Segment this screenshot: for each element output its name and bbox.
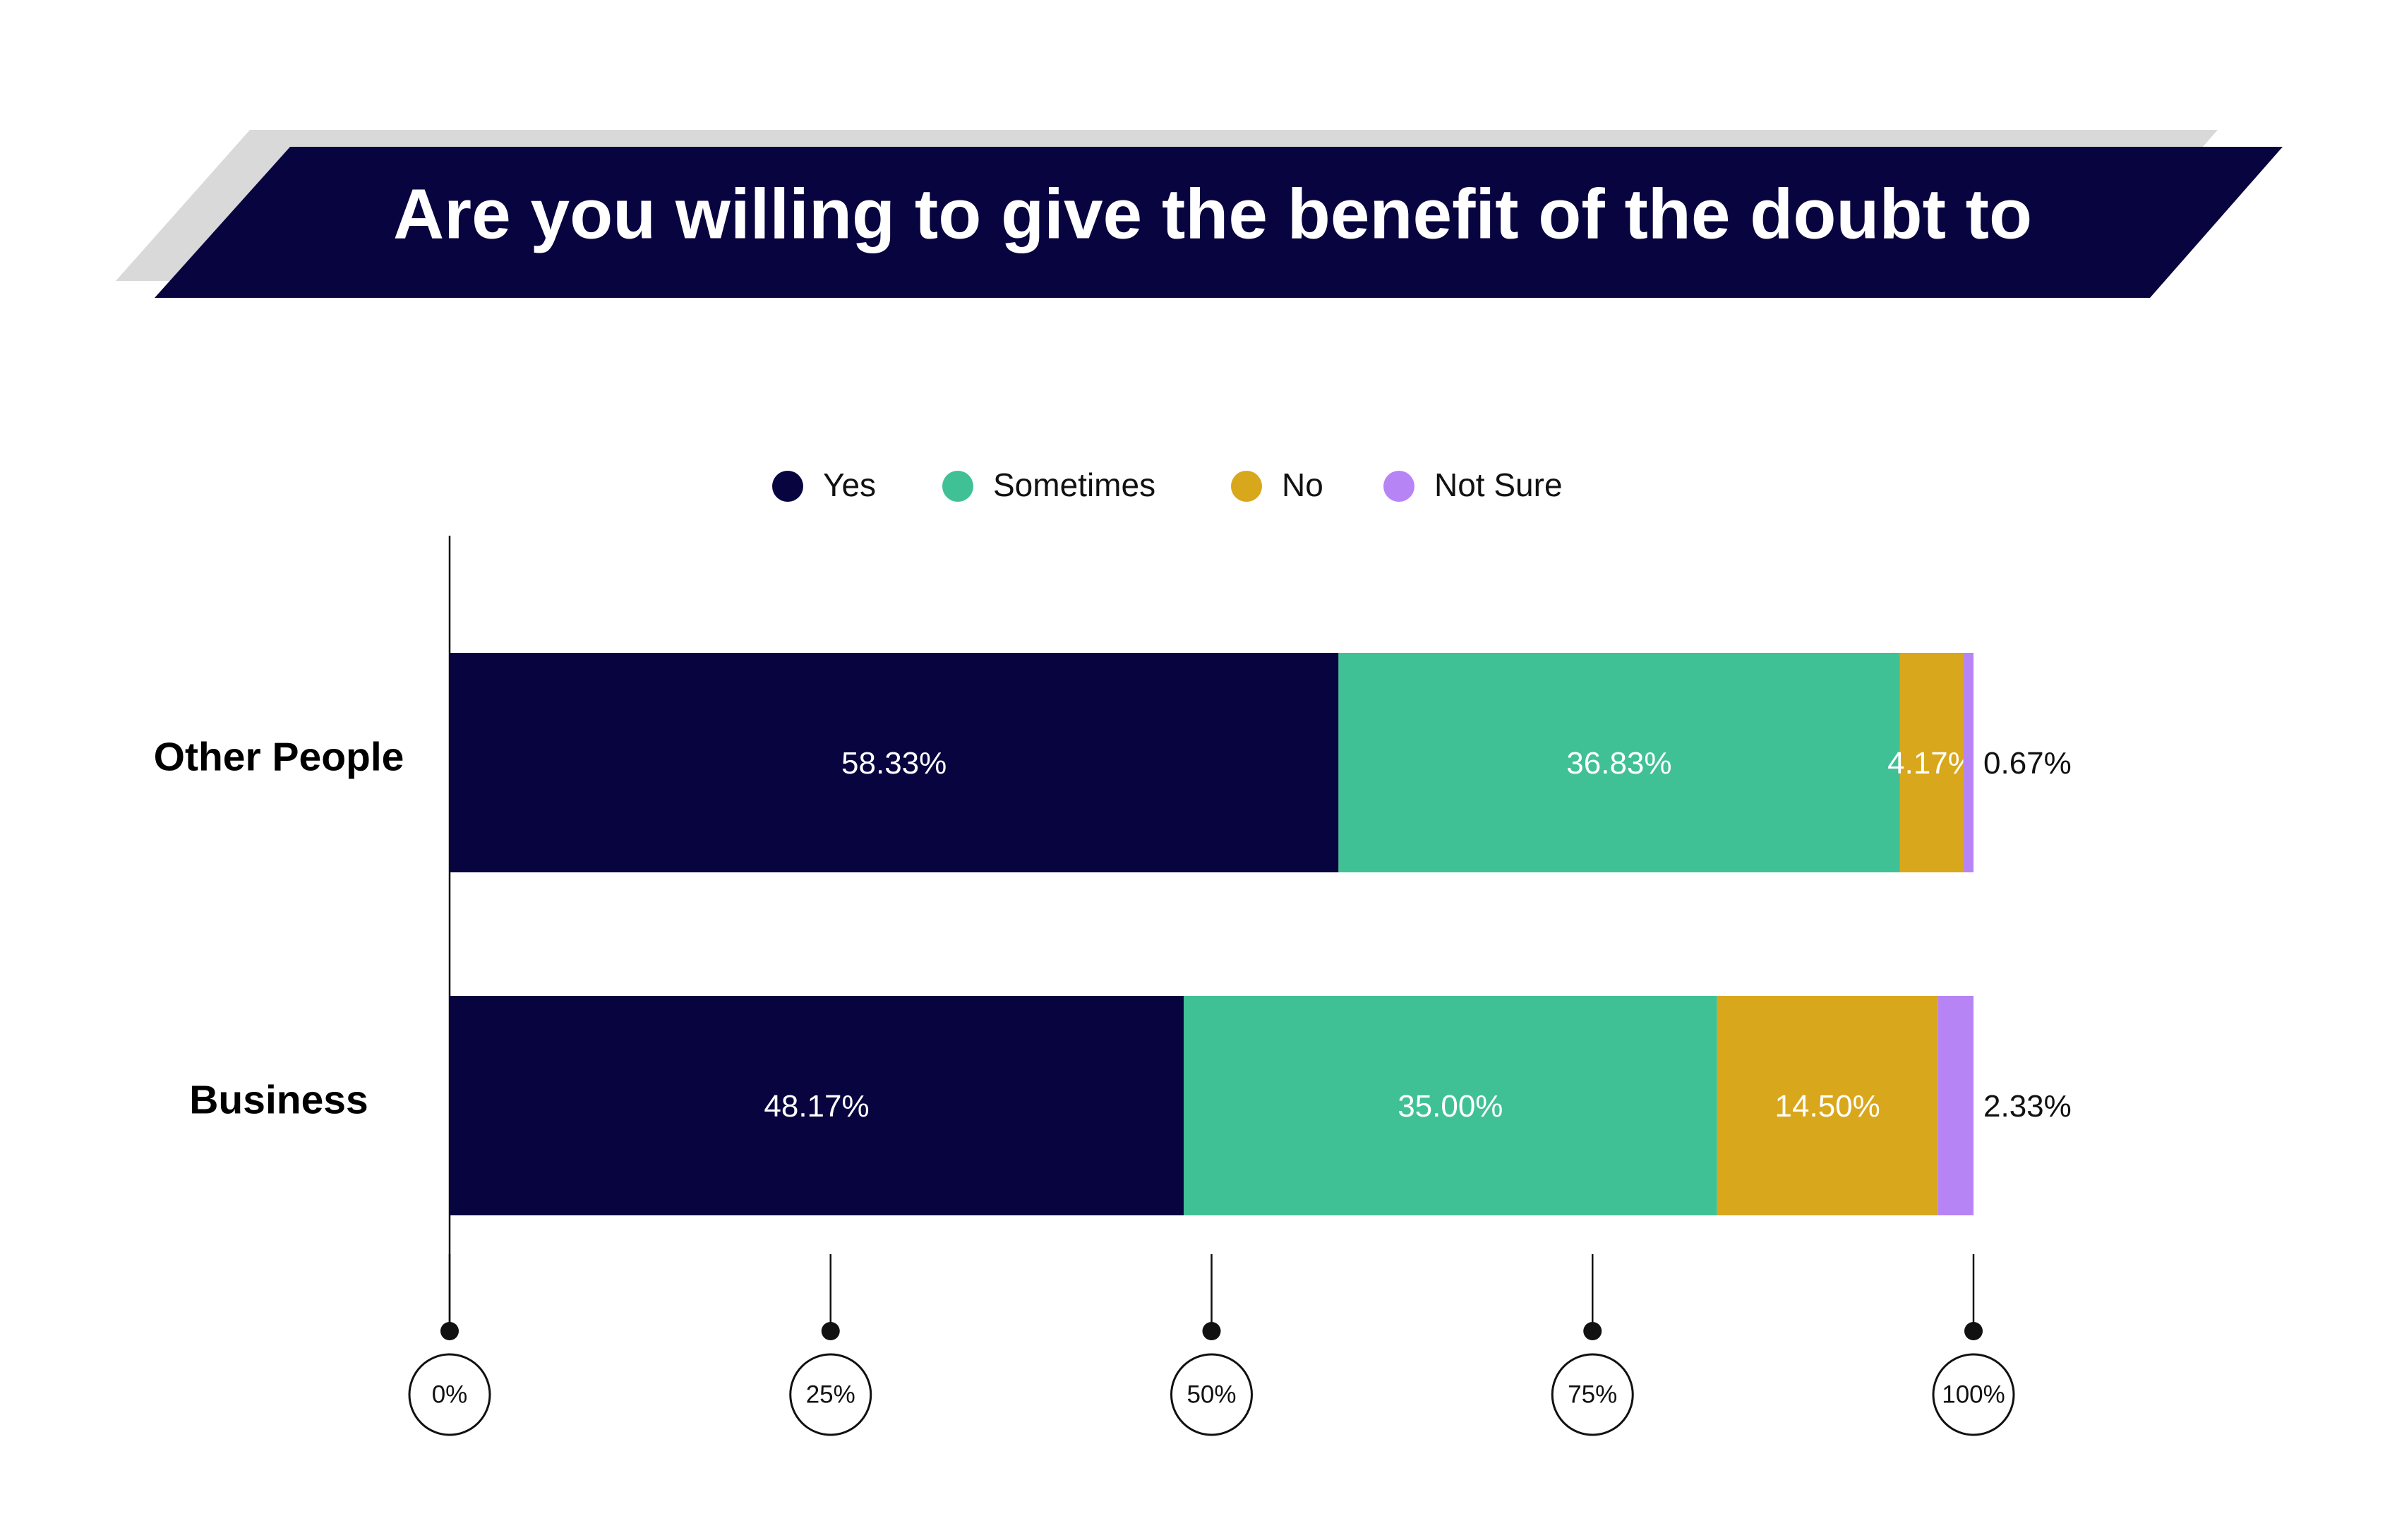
data-label: 58.33% — [841, 746, 947, 781]
legend-label: Sometimes — [993, 467, 1155, 503]
tick-dot — [1964, 1322, 1983, 1340]
category-label: Other People — [154, 735, 404, 780]
tick-ring — [789, 1353, 872, 1436]
tick-ring — [1170, 1353, 1253, 1436]
x-tick-label: 0% — [432, 1380, 468, 1408]
chart-title: Are you willing to give the benefit of t… — [393, 174, 2032, 253]
x-tick-label: 50% — [1187, 1380, 1236, 1408]
title-banner — [155, 147, 2283, 298]
data-label: 35.00% — [1398, 1089, 1503, 1124]
x-tick-label: 100% — [1942, 1380, 2005, 1408]
tick-dot — [1583, 1322, 1602, 1340]
bar-segment — [1717, 996, 1938, 1215]
category-label: Business — [189, 1078, 368, 1123]
legend-marker — [1383, 471, 1414, 502]
bar-segment — [450, 996, 1184, 1215]
legend-marker — [1231, 471, 1262, 502]
legend-label: No — [1282, 467, 1323, 503]
data-label: 0.67% — [1983, 746, 2072, 781]
data-label: 48.17% — [764, 1089, 869, 1124]
legend-label: Not Sure — [1434, 467, 1563, 503]
legend-label: Yes — [823, 467, 876, 503]
x-tick-label: 25% — [806, 1380, 855, 1408]
legend-marker — [942, 471, 973, 502]
bar-segment — [450, 653, 1339, 872]
bar-segment — [1938, 996, 1974, 1215]
data-label: 14.50% — [1775, 1089, 1880, 1124]
tick-ring — [1551, 1353, 1634, 1436]
data-label: 36.83% — [1566, 746, 1671, 781]
bar-segment — [1338, 653, 1900, 872]
bar-segment — [1963, 653, 1974, 872]
x-tick-label: 75% — [1568, 1380, 1617, 1408]
bar-segment — [1899, 653, 1964, 872]
tick-ring — [408, 1353, 491, 1436]
data-label: 4.17% — [1887, 746, 1976, 781]
legend-marker — [772, 471, 803, 502]
tick-dot — [821, 1322, 840, 1340]
tick-ring — [1932, 1353, 2015, 1436]
bar-segment — [1183, 996, 1717, 1215]
tick-dot — [440, 1322, 459, 1340]
data-label: 2.33% — [1983, 1089, 2072, 1124]
tick-dot — [1202, 1322, 1221, 1340]
